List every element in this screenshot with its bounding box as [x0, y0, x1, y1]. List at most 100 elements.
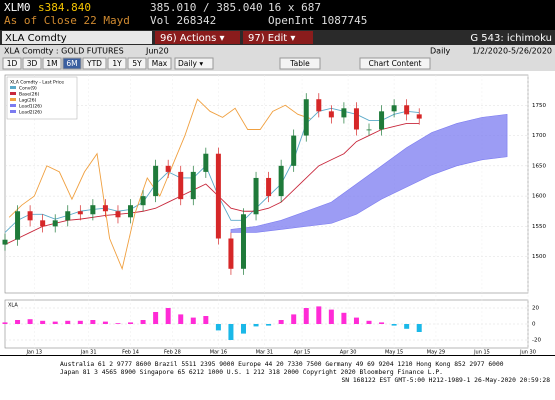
footer-line: SN 168122 EST GMT-5:00 H212-1989-1 26-Ma… [341, 377, 550, 384]
candle-body [291, 135, 297, 166]
function: G 543: ichimoku [470, 33, 552, 44]
macd-bar [228, 324, 234, 340]
candle-body [303, 99, 309, 136]
range-button[interactable] [82, 57, 107, 70]
x-tick-label: Apr 30 [340, 350, 357, 356]
candle-body [328, 111, 334, 118]
range-label: 6M [66, 59, 77, 68]
x-tick-label: Feb 14 [122, 350, 139, 356]
security-name: XLA Comdty : GOLD FUTURES [4, 47, 124, 56]
candle-body [178, 171, 184, 200]
macd-bar [102, 321, 108, 324]
macd-bar [2, 322, 8, 324]
range-button[interactable] [2, 57, 22, 70]
candle-body [366, 129, 372, 131]
legend-swatch [10, 92, 16, 95]
date-range: 1/2/2020-5/26/2020 [472, 47, 552, 56]
table-button[interactable] [279, 57, 321, 70]
macd-bar [153, 312, 159, 324]
edit-label: 97) Edit ▾ [248, 33, 295, 44]
legend-swatch [10, 110, 16, 113]
candle-body [240, 214, 246, 269]
range-label: 1M [46, 59, 57, 68]
macd-bar [90, 320, 96, 324]
y-tick-label: 1550 [532, 224, 546, 230]
macd-bar [165, 308, 171, 324]
macd-bar [215, 324, 221, 331]
candle-body [115, 211, 121, 218]
actions-label: 96) Actions ▾ [160, 33, 225, 44]
x-tick-label: Jun 15 [473, 350, 490, 356]
candle-body [2, 239, 8, 245]
last-price: s384.840 [38, 1, 91, 14]
range-button[interactable] [127, 57, 147, 70]
candle-body [379, 111, 385, 130]
x-tick-label: May 29 [427, 350, 445, 356]
x-tick-label: Mar 31 [256, 350, 273, 356]
range-buttons: 1D 3D 1M 6M YTD 1Y 5Y Max Daily ▾ Table Chart Cont… [2, 57, 431, 70]
macd-legend: XLA [8, 303, 18, 309]
security: XLA Comdty [5, 33, 67, 44]
y-tick-label: 1750 [532, 103, 546, 109]
y-tick-label: 1500 [532, 254, 546, 260]
candle-body [40, 220, 46, 227]
legend-label: Base(26) [19, 92, 39, 98]
quote-bar [0, 0, 555, 29]
edit-button[interactable] [243, 31, 313, 44]
macd-bar [27, 319, 33, 324]
macd-bar [303, 308, 309, 324]
candle-body [190, 171, 196, 200]
candle-body [27, 211, 33, 221]
candle-body [278, 165, 284, 197]
candle-body [353, 108, 359, 130]
candle-body [316, 99, 322, 112]
candle-body [228, 238, 234, 269]
y-tick-label: 1700 [532, 133, 546, 139]
macd-bar [190, 317, 196, 324]
macd-bar [128, 322, 134, 324]
x-tick-label: Feb 28 [164, 350, 181, 356]
range-button[interactable] [22, 57, 42, 70]
plot: 1500 1550 1600 1650 1700 1750 -20 0 20 Jan 13 Jan … [2, 74, 546, 356]
volume: Vol 268342 [150, 14, 216, 27]
range-label: Max [152, 59, 168, 68]
macd-bar [240, 324, 246, 334]
candle-body [404, 105, 410, 115]
security-box[interactable] [2, 31, 152, 44]
content-button[interactable] [359, 57, 431, 70]
candle-body [391, 105, 397, 112]
candle-body [15, 211, 21, 240]
x-tick-label: Jun 30 [519, 350, 536, 356]
indicator-line [4, 122, 420, 245]
macd-bar [366, 320, 372, 324]
footer: Australia 61 2 9777 8600 Brazil 5511 239… [60, 361, 550, 384]
range-label: 1Y [112, 59, 122, 68]
macd-bar [353, 317, 359, 324]
footer-line: Australia 61 2 9777 8600 Brazil 5511 239… [60, 361, 504, 368]
range-label: 5Y [132, 59, 142, 68]
candle-body [153, 165, 159, 197]
candle-body [90, 205, 96, 215]
macd-bar [178, 314, 184, 324]
y-tick-label: 1650 [532, 163, 546, 169]
legend-label: Lead1(26) [19, 104, 42, 110]
macd-bar [328, 309, 334, 324]
range-button[interactable] [107, 57, 127, 70]
macd-bar [291, 314, 297, 324]
range-button[interactable] [147, 57, 172, 70]
macd-tick-label: -20 [532, 338, 541, 344]
actions-button[interactable] [155, 31, 240, 44]
macd-bar [379, 322, 385, 324]
candle-body [253, 177, 259, 215]
range-label: 3D [27, 59, 38, 68]
open-interest: OpenInt 1087745 [268, 14, 367, 27]
legend-label: Lag(26) [19, 98, 37, 104]
footer-line: Japan 81 3 4565 8900 Singapore 65 6212 1… [60, 369, 443, 376]
y-tick-label: 1600 [532, 194, 546, 200]
range-button[interactable] [42, 57, 62, 70]
range-button[interactable] [62, 57, 82, 70]
macd-bar [140, 320, 146, 324]
period-menu[interactable] [174, 57, 214, 70]
